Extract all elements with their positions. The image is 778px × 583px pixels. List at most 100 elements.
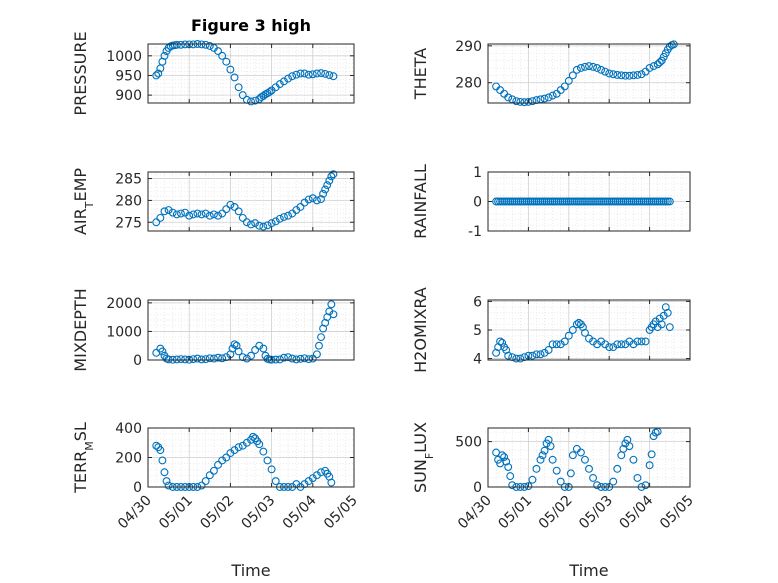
data-point <box>629 197 638 206</box>
data-point <box>613 197 622 206</box>
data-point <box>500 197 509 206</box>
y-tick-label: 0 <box>473 195 482 211</box>
data-point <box>625 442 634 451</box>
y-tick-label: 1 <box>473 165 482 181</box>
data-point <box>271 217 280 226</box>
y-tick-label: 275 <box>115 215 142 231</box>
data-point <box>574 318 583 327</box>
data-point <box>205 42 214 50</box>
data-point <box>657 320 666 329</box>
data-point <box>308 194 317 203</box>
data-point <box>621 71 630 80</box>
data-point <box>296 203 305 211</box>
data-point <box>304 195 313 204</box>
data-point <box>251 346 260 354</box>
data-point <box>641 481 650 490</box>
data-point <box>238 353 247 362</box>
data-point <box>496 197 505 206</box>
data-point <box>321 69 330 78</box>
data-point <box>160 468 169 477</box>
data-point <box>164 206 173 214</box>
data-point <box>222 205 231 214</box>
data-point <box>292 355 301 364</box>
data-point <box>526 197 535 206</box>
data-point <box>581 197 589 206</box>
data-point <box>605 197 614 206</box>
subplot-1: 900 950 1000 PRESSURE <box>71 31 355 116</box>
data-point <box>548 91 557 100</box>
data-point <box>568 71 577 80</box>
data-point <box>512 197 521 206</box>
y-axis-label: RAINFALL <box>411 164 430 239</box>
data-point <box>576 197 585 206</box>
data-point <box>492 197 501 206</box>
y-tick-label: 2000 <box>106 296 142 312</box>
data-point <box>247 97 255 106</box>
data-point <box>564 197 573 206</box>
data-point <box>255 221 264 230</box>
data-point <box>156 213 165 222</box>
subplot-6: 4 5 6 H2OMIXRA <box>411 287 691 373</box>
data-point <box>568 451 577 460</box>
data-point <box>564 331 573 340</box>
data-point <box>546 442 555 451</box>
data-point <box>214 211 222 220</box>
data-point <box>247 351 255 360</box>
y-tick-label: 1000 <box>106 49 142 65</box>
subplot-2: 280 290 THETA <box>411 39 691 107</box>
data-point <box>518 197 527 206</box>
data-point <box>516 354 525 363</box>
data-point <box>300 69 309 78</box>
data-point <box>197 481 206 490</box>
data-point <box>230 73 239 82</box>
data-point <box>659 197 668 206</box>
data-point <box>554 197 563 206</box>
y-axis-label: MIXDEPTH <box>71 288 90 371</box>
y-tick-label: -1 <box>468 224 482 240</box>
data-point <box>623 197 632 206</box>
data-point <box>655 197 664 206</box>
data-point <box>205 354 214 363</box>
y-tick-label: 1000 <box>106 324 142 340</box>
data-point <box>645 461 654 470</box>
y-tick-label: 285 <box>115 172 142 188</box>
data-point <box>288 354 297 363</box>
data-point <box>593 481 602 490</box>
y-axis-label: TERRMSL <box>71 422 96 494</box>
data-point <box>585 62 593 71</box>
data-point <box>234 443 243 452</box>
data-point <box>651 197 660 206</box>
data-point <box>263 221 272 230</box>
data-point <box>508 481 517 490</box>
data-point <box>327 478 336 487</box>
data-point <box>574 197 583 206</box>
data-point <box>613 71 622 79</box>
data-point <box>603 197 612 206</box>
data-point <box>639 197 648 206</box>
data-point <box>259 222 268 231</box>
axes-box <box>147 299 355 361</box>
y-tick-label: 500 <box>455 435 482 451</box>
data-point <box>234 83 243 92</box>
data-point <box>558 197 567 206</box>
data-point <box>522 197 531 206</box>
data-point <box>304 355 313 364</box>
data-point <box>619 197 628 206</box>
data-point <box>189 210 198 219</box>
data-point <box>524 482 533 491</box>
data-point <box>494 197 503 206</box>
data-point <box>284 74 293 83</box>
data-point <box>540 197 549 206</box>
data-point <box>317 333 325 342</box>
data-point <box>560 337 569 346</box>
data-point <box>649 197 658 206</box>
data-point <box>498 451 507 460</box>
data-point <box>329 310 338 319</box>
axes-box <box>487 427 691 488</box>
data-point <box>560 82 569 91</box>
data-point <box>564 76 573 85</box>
data-point <box>280 353 288 362</box>
data-point <box>325 71 334 80</box>
